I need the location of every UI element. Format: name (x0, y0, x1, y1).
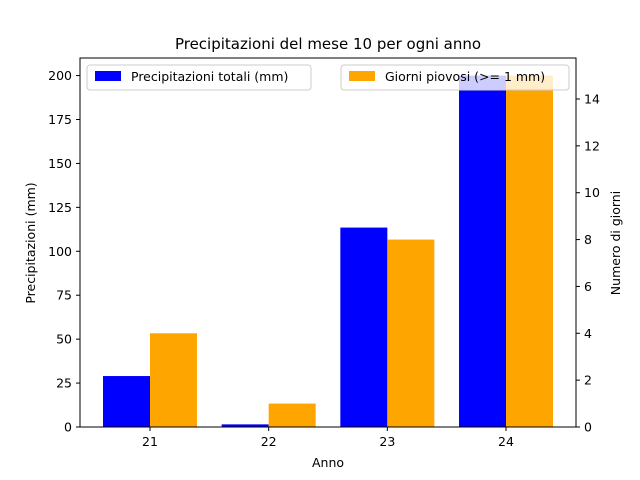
bars (103, 75, 554, 428)
bar-precipitazioni-22 (221, 424, 269, 427)
y-left-tick-label: 100 (48, 244, 72, 259)
legend-swatch-precipitazioni (95, 71, 121, 81)
legend-swatch-giorni (349, 71, 375, 81)
y-left-tick-label: 175 (48, 112, 72, 127)
y-left-tick-label: 50 (56, 332, 72, 347)
x-axis: 21 22 23 24 (142, 427, 514, 449)
bar-precipitazioni-21 (103, 376, 150, 427)
y-right-tick-label: 14 (584, 92, 600, 107)
y-axis-left-label: Precipitazioni (mm) (23, 182, 38, 303)
y-left-tick-label: 75 (56, 288, 72, 303)
x-tick-label: 21 (142, 434, 158, 449)
y-axis-right-label: Numero di giorni (608, 191, 623, 295)
y-left-tick-label: 125 (48, 200, 72, 215)
right-axis: 0 2 4 6 8 10 12 14 (576, 92, 600, 435)
bar-giorni-23 (387, 239, 435, 427)
bar-precipitazioni-23 (340, 227, 388, 427)
y-right-tick-label: 6 (584, 279, 592, 294)
y-left-tick-label: 25 (56, 376, 72, 391)
legend-left: Precipitazioni totali (mm) (86, 64, 312, 91)
plot-frame (79, 57, 577, 428)
x-tick-label: 22 (261, 434, 277, 449)
y-right-tick-label: 8 (584, 232, 592, 247)
bar-giorni-24 (506, 75, 554, 428)
y-right-tick-label: 10 (584, 185, 600, 200)
bar-precipitazioni-24 (459, 75, 507, 428)
x-tick-label: 23 (379, 434, 395, 449)
x-tick-label: 24 (498, 434, 514, 449)
y-left-tick-label: 150 (48, 156, 72, 171)
legend-label-giorni: Giorni piovosi (>= 1 mm) (385, 69, 545, 84)
y-right-tick-label: 4 (584, 326, 592, 341)
bar-giorni-22 (268, 403, 316, 427)
legend-right: Giorni piovosi (>= 1 mm) (340, 64, 570, 91)
legend-label-precipitazioni: Precipitazioni totali (mm) (131, 69, 288, 84)
y-right-tick-label: 2 (584, 373, 592, 388)
x-axis-label: Anno (312, 455, 344, 470)
chart-title: Precipitazioni del mese 10 per ogni anno (175, 35, 481, 53)
y-left-tick-label: 200 (48, 68, 72, 83)
bar-giorni-21 (150, 333, 197, 427)
y-right-tick-label: 12 (584, 138, 600, 153)
y-left-tick-label: 0 (64, 420, 72, 435)
y-right-tick-label: 0 (584, 420, 592, 435)
left-axis: 0 25 50 75 100 125 150 175 200 (48, 68, 80, 435)
